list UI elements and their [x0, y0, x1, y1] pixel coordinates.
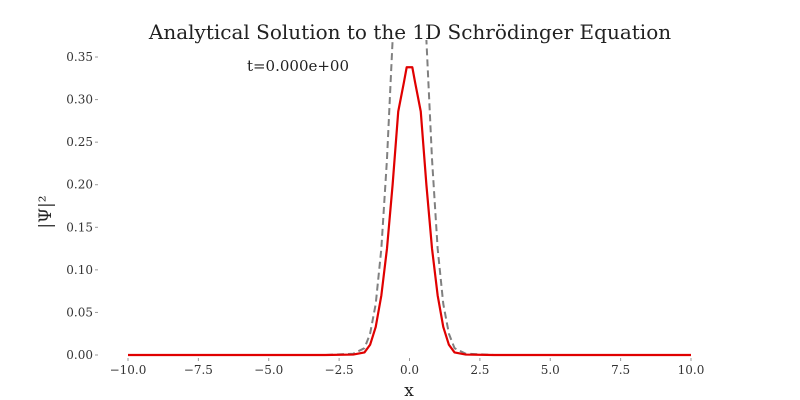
x-tick-label: −7.5	[184, 363, 213, 377]
series-line-envelope	[128, 40, 691, 356]
x-tick-label: 7.5	[611, 363, 630, 377]
chart-title: Analytical Solution to the 1D Schrödinge…	[148, 20, 671, 44]
y-tick-label: 0.10	[66, 263, 93, 277]
x-axis-label: x	[404, 381, 414, 400]
x-tick-label: −5.0	[254, 363, 283, 377]
y-tick-label: 0.30	[66, 93, 93, 107]
y-tick-label: 0.25	[66, 135, 93, 149]
x-tick-label: 2.5	[470, 363, 489, 377]
plot-area	[128, 40, 691, 357]
y-tick-label: 0.00	[66, 348, 93, 362]
y-tick-label: 0.35	[66, 50, 93, 64]
x-tick-label: −2.5	[325, 363, 354, 377]
y-tick-label: 0.15	[66, 220, 93, 234]
x-tick-label: −10.0	[110, 363, 147, 377]
x-tick-label: 0.0	[400, 363, 419, 377]
y-axis: 0.00 0.05 0.10 0.15 0.20 0.25 0.30 0.35	[66, 50, 98, 362]
x-axis: −10.0 −7.5 −5.0 −2.5 0.0 2.5 5.0 7.5 10.0	[110, 358, 705, 377]
x-tick-label: 10.0	[678, 363, 705, 377]
series-line-psi_sq	[128, 66, 691, 357]
y-tick-label: 0.20	[66, 178, 93, 192]
time-annotation: t=0.000e+00	[247, 57, 349, 75]
x-tick-label: 5.0	[541, 363, 560, 377]
y-tick-label: 0.05	[66, 305, 93, 319]
y-axis-label: |Ψ|²	[36, 195, 56, 228]
